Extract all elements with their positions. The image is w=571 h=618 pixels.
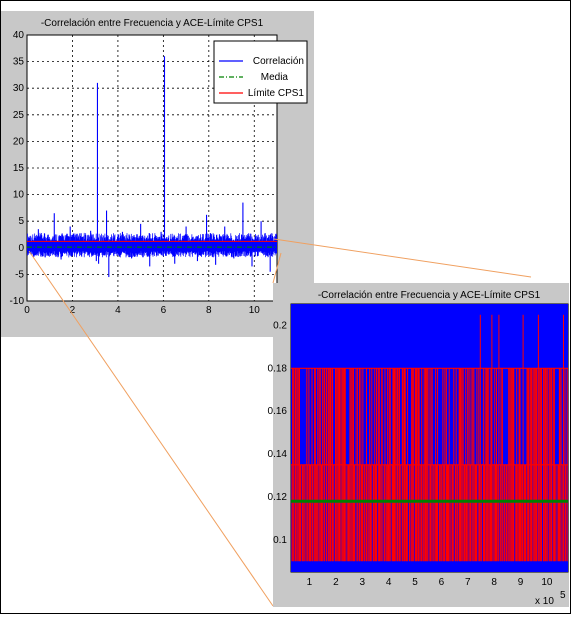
zoom-x-tick-label: 6 bbox=[439, 577, 445, 588]
zoom-x-tick-label: 4 bbox=[386, 577, 392, 588]
zoom-connector-bottom-left bbox=[28, 250, 274, 607]
main-y-tick-label: 25 bbox=[13, 110, 25, 121]
zoom-x-tick-label: 3 bbox=[359, 577, 365, 588]
zoom-chart-title: -Correlación entre Frecuencia y ACE-Lími… bbox=[318, 290, 541, 301]
legend-label-mean: Media bbox=[261, 72, 289, 83]
zoom-x-tick-label: 9 bbox=[518, 577, 524, 588]
zoom-plot-lines bbox=[291, 304, 568, 572]
main-x-tick-label: 8 bbox=[206, 305, 212, 316]
zoom-y-tick-label: 0.18 bbox=[268, 363, 288, 374]
zoom-figure: -Correlación entre Frecuencia y ACE-Lími… bbox=[268, 283, 569, 607]
zoom-x-tick-label: 10 bbox=[541, 577, 553, 588]
zoom-y-tick-label: 0.2 bbox=[273, 320, 287, 331]
zoom-x-tick-label: 5 bbox=[412, 577, 418, 588]
zoom-y-tick-label: 0.14 bbox=[268, 449, 288, 460]
zoom-x-exponent: x 10 5 bbox=[535, 590, 566, 607]
main-y-tick-label: 0 bbox=[18, 243, 24, 254]
main-y-tick-label: 5 bbox=[18, 216, 24, 227]
zoom-x-exponent-power: 5 bbox=[560, 590, 566, 601]
main-y-tick-label: 20 bbox=[13, 136, 25, 147]
zoom-x-tick-label: 8 bbox=[491, 577, 497, 588]
main-x-tick-label: 2 bbox=[70, 305, 76, 316]
zoom-tick-labels: 1 2 3 4 5 6 7 8 9 10 0.1 0.12 0.14 0.16 0.18 0.2 bbox=[268, 320, 553, 588]
main-y-tick-label: 15 bbox=[13, 163, 25, 174]
main-x-tick-label: 0 bbox=[24, 305, 30, 316]
main-y-tick-label: 35 bbox=[13, 57, 25, 68]
zoom-x-tick-label: 7 bbox=[465, 577, 471, 588]
main-y-tick-label: -5 bbox=[15, 269, 24, 280]
zoom-y-tick-label: 0.1 bbox=[273, 535, 287, 546]
zoom-y-tick-label: 0.16 bbox=[268, 406, 288, 417]
zoom-connectors bbox=[28, 238, 532, 607]
main-x-tick-label: 6 bbox=[161, 305, 167, 316]
zoom-x-tick-label: 2 bbox=[333, 577, 339, 588]
legend-label-correlation: Correlación bbox=[253, 56, 304, 67]
main-y-tick-label: 30 bbox=[13, 83, 25, 94]
zoom-connector-top-left bbox=[273, 238, 532, 278]
zoom-x-tick-label: 1 bbox=[307, 577, 313, 588]
zoom-connector-right bbox=[272, 252, 282, 284]
main-figure: -Correlación entre Frecuencia y ACE-Lími… bbox=[1, 11, 314, 337]
zoom-y-tick-label: 0.12 bbox=[268, 492, 288, 503]
main-x-tick-label: 10 bbox=[249, 305, 261, 316]
main-tick-labels: 0 2 4 6 8 10 -10 -5 0 5 10 15 20 25 30 35 40 bbox=[10, 30, 261, 316]
main-y-tick-label: 40 bbox=[13, 30, 25, 41]
legend-label-limit: Límite CPS1 bbox=[248, 88, 305, 99]
legend: Correlación Media Límite CPS1 bbox=[213, 40, 308, 104]
main-x-tick-label: 4 bbox=[115, 305, 121, 316]
zoom-x-exponent-base: x 10 bbox=[535, 596, 554, 607]
main-y-tick-label: 10 bbox=[13, 190, 25, 201]
main-plot-lines bbox=[27, 56, 277, 278]
main-y-tick-label: -10 bbox=[10, 296, 25, 307]
main-chart-title: -Correlación entre Frecuencia y ACE-Lími… bbox=[41, 18, 264, 29]
